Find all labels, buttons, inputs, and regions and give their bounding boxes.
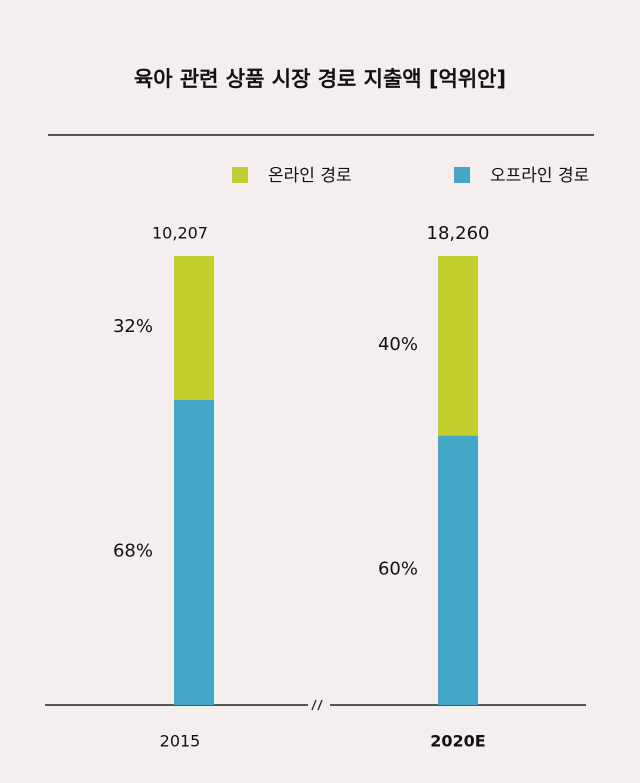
value-label: 60% <box>378 558 418 579</box>
chart-title: 육아 관련 상품 시장 경로 지출액 [억위안] <box>134 67 506 91</box>
legend-label: 오프라인 경로 <box>490 166 589 186</box>
bar-segment <box>174 399 214 705</box>
bar-segment <box>438 435 478 705</box>
category-label: 2015 <box>160 732 201 751</box>
value-label: 40% <box>378 334 418 355</box>
value-label: 68% <box>113 540 153 561</box>
axis-break <box>311 699 317 711</box>
total-label: 18,260 <box>427 223 490 244</box>
bar-segment <box>174 256 214 400</box>
total-label: 10,207 <box>152 224 208 243</box>
category-label: 2020E <box>430 732 485 751</box>
bar-segment <box>438 256 478 436</box>
value-label: 32% <box>113 316 153 337</box>
legend-label: 온라인 경로 <box>268 166 352 186</box>
legend-swatch <box>454 167 470 183</box>
axis-break <box>317 699 323 711</box>
legend-swatch <box>232 167 248 183</box>
